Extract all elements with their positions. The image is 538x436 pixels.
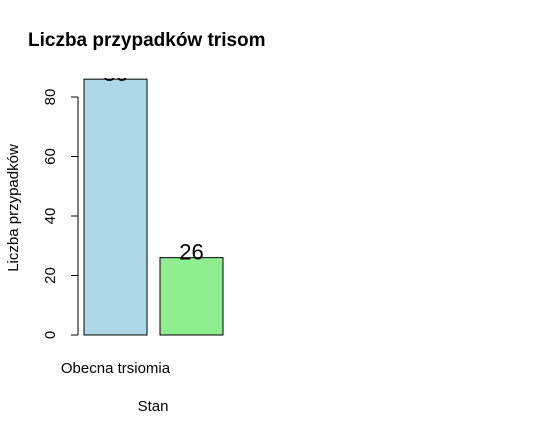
y-tick-label: 80 — [42, 89, 59, 106]
data-labels: 86 26 — [103, 61, 203, 265]
data-label: 86 — [103, 61, 127, 86]
y-tick-label: 60 — [42, 148, 59, 165]
y-tick-label: 0 — [42, 331, 59, 339]
y-tick-label: 20 — [42, 267, 59, 284]
x-tick-label: Obecna trsiomia — [61, 360, 171, 377]
y-tick-label: 40 — [42, 208, 59, 225]
x-tick-labels: Obecna trsiomia — [61, 360, 171, 377]
chart-title: Liczba przypadków trisom — [28, 30, 266, 51]
bar — [159, 257, 224, 336]
y-axis: 0 20 40 60 80 — [42, 89, 79, 339]
bars — [83, 78, 224, 336]
data-label: 26 — [179, 240, 203, 265]
bar — [83, 78, 148, 336]
x-axis-label: Stan — [138, 398, 169, 415]
y-axis-label: Liczba przypadków — [5, 144, 22, 272]
